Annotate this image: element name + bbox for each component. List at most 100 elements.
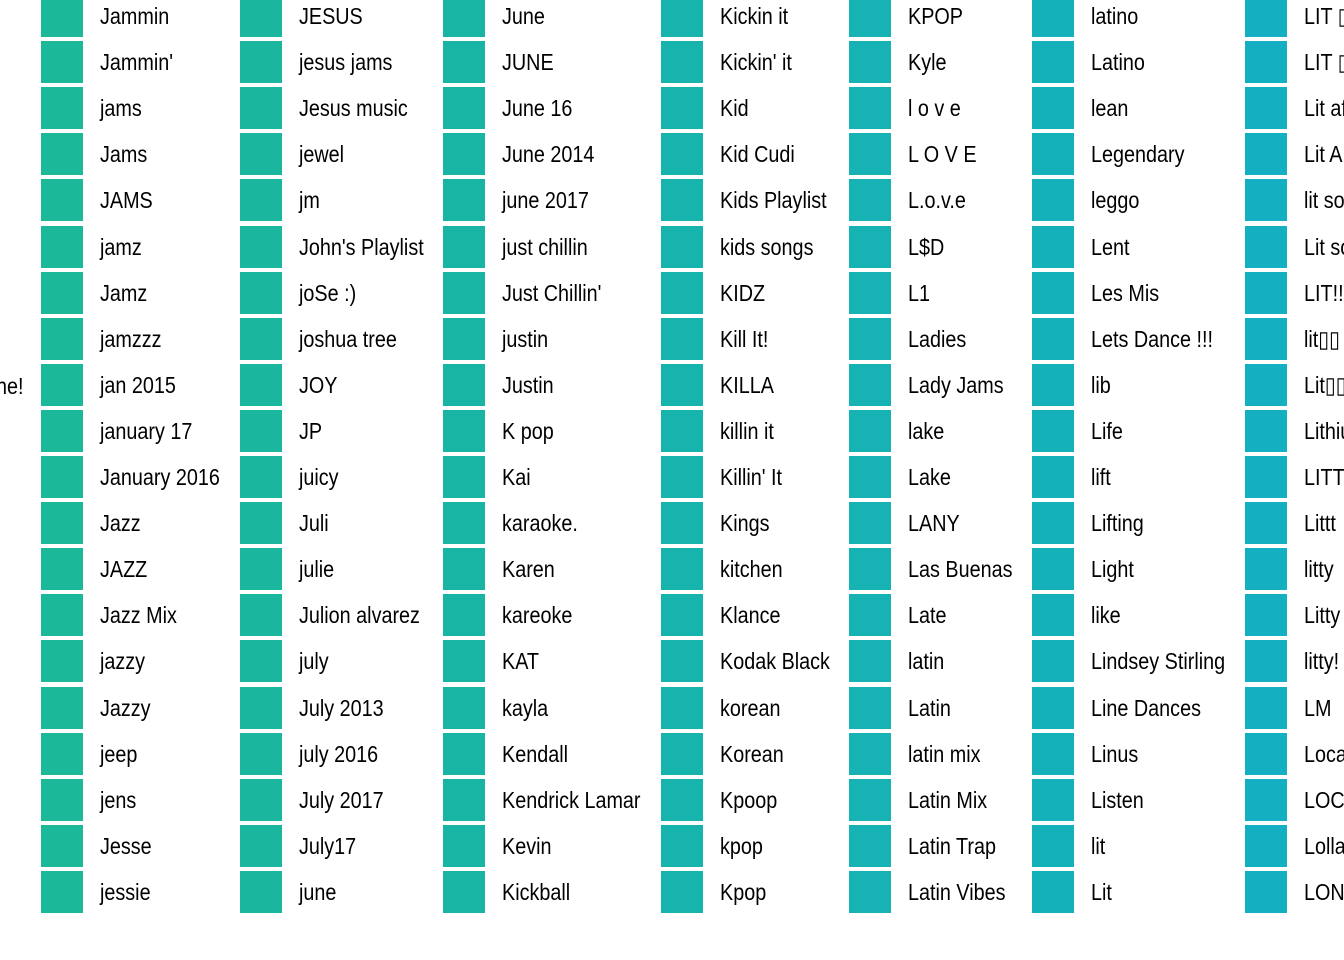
- legend-label: JAZZ: [100, 556, 148, 582]
- legend-key-swatch: [1245, 41, 1287, 83]
- legend-key-swatch: [1032, 410, 1074, 452]
- legend-label: January 2016: [100, 464, 220, 490]
- legend-label: Jesse: [100, 833, 152, 859]
- legend-key-swatch: [1032, 548, 1074, 590]
- legend-label: KAT: [502, 648, 540, 674]
- legend-key-swatch: [661, 594, 703, 636]
- legend-key-swatch: [1032, 41, 1074, 83]
- legend-label: l o v e: [908, 95, 961, 121]
- clipped-left-label: ne!: [0, 373, 24, 399]
- legend-label: jan 2015: [100, 372, 176, 398]
- legend-key-swatch: [41, 502, 83, 544]
- legend-label: Kendall: [502, 741, 568, 767]
- legend-label: kayla: [502, 695, 549, 721]
- legend-key-swatch: [661, 41, 703, 83]
- legend-label: juicy: [299, 464, 339, 490]
- legend-key-swatch: [41, 456, 83, 498]
- legend-key-swatch: [1032, 87, 1074, 129]
- legend-key-swatch: [443, 871, 485, 913]
- legend-label: Julion alvarez: [299, 602, 420, 628]
- legend-label: Legendary: [1091, 141, 1185, 167]
- legend-label: lake: [908, 418, 945, 444]
- legend-key-swatch: [661, 640, 703, 682]
- legend-key-swatch: [661, 871, 703, 913]
- legend-key-swatch: [240, 687, 282, 729]
- legend-label: Latin Mix: [908, 787, 988, 813]
- legend-label: July 2013: [299, 695, 384, 721]
- legend-key-swatch: [1245, 364, 1287, 406]
- legend-key-swatch: [41, 226, 83, 268]
- legend-key-swatch: [443, 272, 485, 314]
- legend-key-swatch: [661, 0, 703, 37]
- legend-key-swatch: [1245, 133, 1287, 175]
- legend-key-swatch: [661, 548, 703, 590]
- legend-key-swatch: [849, 318, 891, 360]
- legend-key-swatch: [41, 548, 83, 590]
- legend-label: Jazz: [100, 510, 141, 536]
- legend-label: KPOP: [908, 3, 963, 29]
- legend-label: kitchen: [720, 556, 783, 582]
- legend-label: Lit: [1091, 879, 1112, 905]
- legend-label: lib: [1091, 372, 1111, 398]
- legend-label: jesus jams: [299, 49, 393, 75]
- legend-label: karaoke.: [502, 510, 578, 536]
- legend-label: Jesus music: [299, 95, 408, 121]
- legend-key-swatch: [1032, 0, 1074, 37]
- legend-label: LANY: [908, 510, 960, 536]
- legend-label: Latin Trap: [908, 833, 996, 859]
- legend-key-swatch: [240, 87, 282, 129]
- legend-key-swatch: [849, 502, 891, 544]
- legend-label: jewel: [299, 141, 345, 167]
- legend-label: K pop: [502, 418, 554, 444]
- legend-label: Lent: [1091, 234, 1130, 260]
- legend-key-swatch: [661, 364, 703, 406]
- legend-label: Listen: [1091, 787, 1144, 813]
- legend-key-swatch: [661, 87, 703, 129]
- legend-label: L$D: [908, 234, 945, 260]
- legend-label: julie: [299, 556, 335, 582]
- legend-label: Kids Playlist: [720, 187, 827, 213]
- legend-label: Littt: [1304, 510, 1336, 536]
- legend-key-swatch: [240, 133, 282, 175]
- legend-label: Kodak Black: [720, 648, 830, 674]
- legend-key-swatch: [661, 133, 703, 175]
- legend-label: KILLA: [720, 372, 774, 398]
- legend-label: jm: [299, 187, 320, 213]
- legend-key-swatch: [240, 779, 282, 821]
- legend-key-swatch: [443, 410, 485, 452]
- legend-label: Les Mis: [1091, 280, 1160, 306]
- legend-label: June 16: [502, 95, 573, 121]
- legend-label: Kevin: [502, 833, 552, 859]
- legend-key-swatch: [240, 825, 282, 867]
- legend-label: jazzy: [100, 648, 146, 674]
- legend-label: Jazzy: [100, 695, 151, 721]
- legend-key-swatch: [41, 179, 83, 221]
- legend-key-swatch: [240, 226, 282, 268]
- legend-label: Jamz: [100, 280, 148, 306]
- legend-label: latin: [908, 648, 945, 674]
- legend-key-swatch: [443, 687, 485, 729]
- legend-label: Lolla: [1304, 833, 1344, 859]
- legend-label: Lit AF: [1304, 141, 1344, 167]
- legend-key-swatch: [1245, 179, 1287, 221]
- legend-label: lit▯▯: [1304, 326, 1341, 352]
- legend-label: Kid Cudi: [720, 141, 795, 167]
- legend-label: Lets Dance !!!: [1091, 326, 1214, 352]
- legend-label: justin: [502, 326, 549, 352]
- legend-key-swatch: [240, 594, 282, 636]
- legend-label: latin mix: [908, 741, 981, 767]
- legend-label: july: [299, 648, 329, 674]
- legend-key-swatch: [849, 133, 891, 175]
- legend-key-swatch: [661, 733, 703, 775]
- legend-key-swatch: [443, 640, 485, 682]
- legend-label: JAMS: [100, 187, 153, 213]
- legend-key-swatch: [1245, 502, 1287, 544]
- legend-key-swatch: [443, 364, 485, 406]
- legend-key-swatch: [849, 825, 891, 867]
- legend-key-swatch: [849, 87, 891, 129]
- legend-key-swatch: [661, 825, 703, 867]
- legend-label: Kid: [720, 95, 749, 121]
- legend-key-swatch: [849, 272, 891, 314]
- legend-label: Juli: [299, 510, 329, 536]
- legend-key-swatch: [41, 41, 83, 83]
